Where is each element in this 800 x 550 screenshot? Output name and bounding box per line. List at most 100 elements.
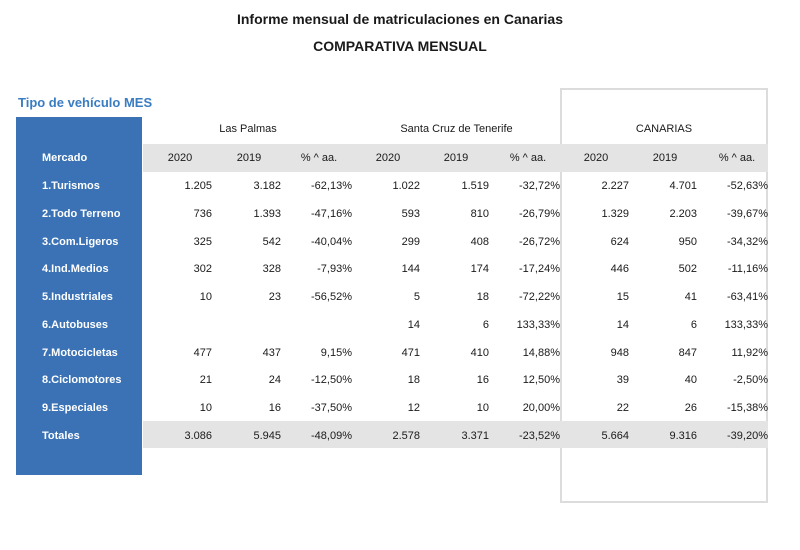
table-cell: 5.664 bbox=[601, 430, 629, 442]
table-cell: 299 bbox=[401, 236, 420, 248]
table-cell: -15,38% bbox=[727, 402, 768, 414]
table-cell: 12,50% bbox=[522, 374, 560, 386]
table-cell: 14 bbox=[616, 319, 629, 331]
market-column-background bbox=[16, 117, 142, 475]
table-cell: -17,24% bbox=[519, 263, 560, 275]
table-cell: -23,52% bbox=[519, 430, 560, 442]
table-cell: 133,33% bbox=[724, 319, 768, 331]
table-cell: 1.022 bbox=[392, 180, 420, 192]
table-cell: 3.371 bbox=[461, 430, 489, 442]
table-cell: -39,67% bbox=[727, 208, 768, 220]
table-cell: 6 bbox=[482, 319, 489, 331]
market-label: 5.Industriales bbox=[42, 291, 113, 303]
table-cell: 1.519 bbox=[461, 180, 489, 192]
table-cell: 437 bbox=[262, 347, 281, 359]
table-cell: -47,16% bbox=[311, 208, 352, 220]
table-cell: -7,93% bbox=[317, 263, 352, 275]
table-cell: 408 bbox=[470, 236, 489, 248]
table-cell: -32,72% bbox=[519, 180, 560, 192]
table-cell: 23 bbox=[268, 291, 281, 303]
table-cell: 41 bbox=[684, 291, 697, 303]
market-label: 9.Especiales bbox=[42, 402, 109, 414]
table-cell: 477 bbox=[193, 347, 212, 359]
header-cell: 2020 bbox=[375, 152, 401, 164]
table-cell: -26,72% bbox=[519, 236, 560, 248]
table-cell: 10 bbox=[199, 402, 212, 414]
market-label: 3.Com.Ligeros bbox=[42, 236, 119, 248]
header-cell: 2020 bbox=[583, 152, 609, 164]
market-label: 2.Todo Terreno bbox=[42, 208, 121, 220]
table-cell: 1.329 bbox=[601, 208, 629, 220]
table-cell: 328 bbox=[262, 263, 281, 275]
table-cell: 39 bbox=[616, 374, 629, 386]
header-mercado: Mercado bbox=[42, 152, 88, 164]
table-cell: 6 bbox=[690, 319, 697, 331]
header-cell: 2019 bbox=[443, 152, 469, 164]
table-cell: 1.393 bbox=[253, 208, 281, 220]
table-cell: 24 bbox=[268, 374, 281, 386]
table-cell: 22 bbox=[616, 402, 629, 414]
table-cell: 950 bbox=[678, 236, 697, 248]
table-cell: 5 bbox=[413, 291, 420, 303]
table-cell: 18 bbox=[407, 374, 420, 386]
header-cell: 2020 bbox=[167, 152, 193, 164]
table-cell: -48,09% bbox=[311, 430, 352, 442]
table-cell: 2.578 bbox=[392, 430, 420, 442]
section-label: Tipo de vehículo MES bbox=[18, 95, 153, 110]
table-cell: -40,04% bbox=[311, 236, 352, 248]
table-cell: -63,41% bbox=[727, 291, 768, 303]
region-santa-cruz: Santa Cruz de Tenerife bbox=[400, 123, 513, 135]
table-cell: 174 bbox=[470, 263, 489, 275]
report-subtitle: COMPARATIVA MENSUAL bbox=[313, 38, 487, 54]
table-cell: -34,32% bbox=[727, 236, 768, 248]
table-cell: 847 bbox=[678, 347, 697, 359]
table-cell: 14 bbox=[407, 319, 420, 331]
canarias-box bbox=[560, 88, 768, 503]
market-label: 4.Ind.Medios bbox=[42, 263, 109, 275]
table-cell: 21 bbox=[199, 374, 212, 386]
header-cell: 2019 bbox=[236, 152, 262, 164]
header-cell: % ^ aa. bbox=[718, 152, 756, 164]
table-cell: -2,50% bbox=[733, 374, 768, 386]
region-canarias: CANARIAS bbox=[635, 123, 693, 135]
table-cell: 542 bbox=[262, 236, 281, 248]
table-cell: 12 bbox=[407, 402, 420, 414]
table-cell: -26,79% bbox=[519, 208, 560, 220]
table-cell: 14,88% bbox=[522, 347, 560, 359]
table-cell: 20,00% bbox=[522, 402, 560, 414]
table-cell: -11,16% bbox=[727, 263, 768, 275]
table-cell: 10 bbox=[199, 291, 212, 303]
market-label: 6.Autobuses bbox=[42, 319, 109, 331]
table-cell: 10 bbox=[476, 402, 489, 414]
report-title: Informe mensual de matriculaciones en Ca… bbox=[236, 11, 563, 27]
table-cell: 2.203 bbox=[669, 208, 697, 220]
header-cell: 2019 bbox=[652, 152, 678, 164]
table-cell: 446 bbox=[610, 263, 629, 275]
table-cell: 302 bbox=[193, 263, 212, 275]
table-cell: 133,33% bbox=[516, 319, 560, 331]
table-cell: 18 bbox=[476, 291, 489, 303]
totals-band bbox=[143, 421, 768, 448]
market-label: 8.Ciclomotores bbox=[42, 374, 122, 386]
header-cell: % ^ aa. bbox=[509, 152, 547, 164]
table-cell: 16 bbox=[268, 402, 281, 414]
table-cell: 3.086 bbox=[184, 430, 212, 442]
header-band bbox=[143, 144, 768, 172]
table-cell: 593 bbox=[401, 208, 420, 220]
table-cell: -39,20% bbox=[727, 430, 768, 442]
table-cell: 9,15% bbox=[320, 347, 352, 359]
table-cell: 1.205 bbox=[184, 180, 212, 192]
table-cell: 948 bbox=[610, 347, 629, 359]
market-label: 1.Turismos bbox=[42, 180, 100, 192]
table-cell: 9.316 bbox=[669, 430, 697, 442]
table-cell: 4.701 bbox=[669, 180, 697, 192]
table-cell: -62,13% bbox=[311, 180, 352, 192]
market-label: 7.Motocicletas bbox=[42, 347, 118, 359]
table-cell: -37,50% bbox=[311, 402, 352, 414]
table-cell: 15 bbox=[616, 291, 629, 303]
table-cell: -52,63% bbox=[727, 180, 768, 192]
table-cell: -56,52% bbox=[311, 291, 352, 303]
table-cell: 11,92% bbox=[731, 347, 769, 359]
table-cell: -72,22% bbox=[519, 291, 560, 303]
table-cell: 471 bbox=[401, 347, 420, 359]
